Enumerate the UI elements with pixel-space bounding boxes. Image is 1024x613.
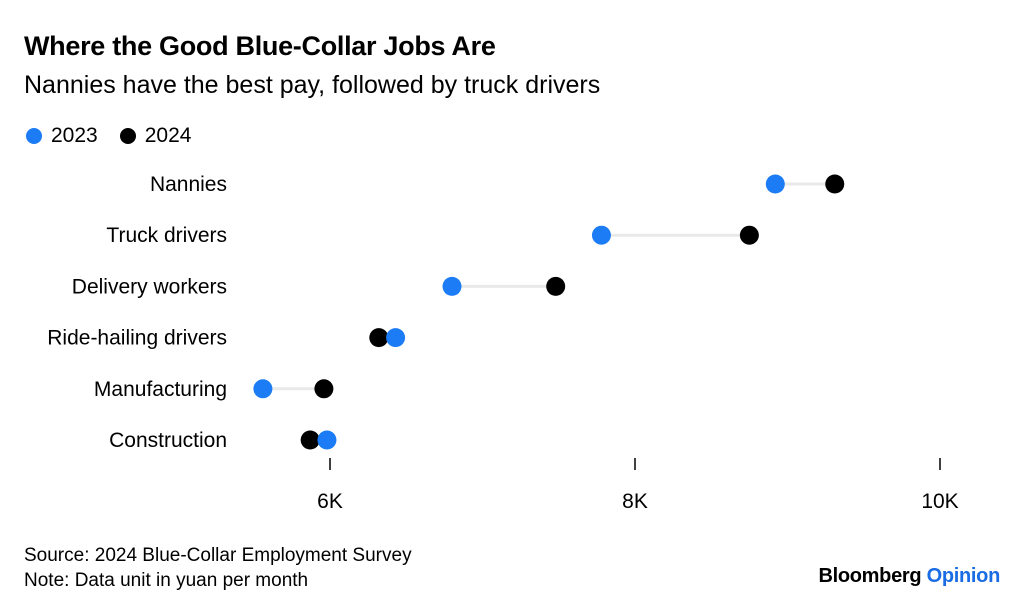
point-2024: [546, 276, 566, 296]
source-note: Source: 2024 Blue-Collar Employment Surv…: [24, 545, 412, 566]
category-label: Construction: [109, 429, 227, 452]
legend: 2023 2024: [26, 124, 213, 148]
legend-label-2023: 2023: [51, 124, 98, 147]
category-label: Truck drivers: [106, 224, 227, 247]
x-tick-label: 10K: [921, 490, 958, 513]
unit-note: Note: Data unit in yuan per month: [24, 570, 309, 591]
legend-marker-2023: [26, 128, 42, 144]
chart-subtitle: Nannies have the best pay, followed by t…: [24, 71, 601, 99]
point-2024: [300, 430, 320, 450]
chart-title: Where the Good Blue-Collar Jobs Are: [24, 31, 496, 61]
category-label: Delivery workers: [72, 275, 227, 298]
point-2024: [825, 174, 845, 194]
point-2023: [317, 430, 337, 450]
category-label: Ride-hailing drivers: [47, 327, 227, 350]
category-label: Nannies: [150, 173, 227, 196]
brand-section: Opinion: [926, 565, 1001, 587]
point-2024: [314, 379, 334, 399]
point-2024: [739, 225, 759, 245]
point-2023: [386, 328, 406, 348]
legend-item-2023: 2023: [26, 124, 98, 148]
point-2023: [253, 379, 273, 399]
point-2024: [369, 328, 389, 348]
legend-label-2024: 2024: [144, 124, 192, 147]
category-label: Manufacturing: [94, 378, 227, 401]
footer: Source: 2024 Blue-Collar Employment Surv…: [24, 543, 412, 593]
legend-marker-2024: [119, 128, 136, 144]
x-tick-label: 6K: [317, 490, 343, 513]
legend-item-2024: 2024: [119, 124, 192, 148]
x-tick-label: 8K: [622, 490, 648, 513]
point-2023: [591, 225, 611, 245]
dot-chart: 6K 8K 10K Nannies Truck drivers Delivery work…: [47, 173, 958, 513]
point-2023: [442, 276, 462, 296]
brand-name: Bloomberg: [818, 565, 922, 587]
point-2023: [765, 174, 785, 194]
brand-logo: Bloomberg Opinion: [818, 565, 1000, 588]
